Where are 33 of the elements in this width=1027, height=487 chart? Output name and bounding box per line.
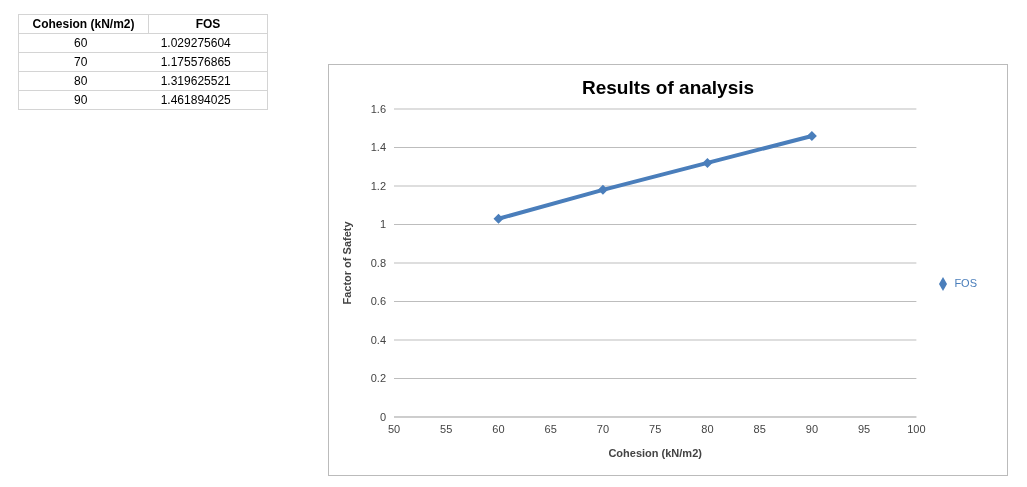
x-tick-label: 80 — [701, 422, 714, 435]
chart-title: Results of analysis — [580, 77, 756, 99]
y-tick-label: 1.6 — [370, 102, 386, 115]
y-axis-title: Factor of Safety — [340, 220, 353, 305]
x-tick-label: 65 — [544, 422, 557, 435]
x-tick-label: 60 — [492, 422, 505, 435]
x-tick-label: 50 — [387, 422, 401, 435]
x-tick-label: 100 — [907, 422, 926, 435]
y-tick-label: 0 — [379, 410, 386, 423]
legend-label: FOS — [954, 276, 977, 289]
text: 90 1.461894025 — [19, 91, 268, 110]
x-tick-label: 90 — [805, 422, 819, 435]
text: FOS — [149, 15, 268, 34]
x-tick-label: 55 — [440, 422, 453, 435]
point — [493, 213, 504, 224]
text: 70 1.175576865 — [19, 53, 268, 72]
point — [597, 184, 608, 195]
y-tick-label: 1.2 — [370, 179, 386, 192]
y-tick-label: 1 — [379, 218, 386, 231]
x-tick-label: 95 — [858, 422, 871, 435]
y-tick-label: 0.8 — [370, 256, 386, 269]
text: 60 1.029275604 — [19, 34, 268, 53]
y-tick-label: 0.2 — [370, 372, 386, 385]
text: Cohesion (kN/m2) — [19, 15, 149, 34]
text: 80 1.319625521 — [19, 72, 268, 91]
point — [702, 157, 713, 168]
y-tick-label: 0.6 — [370, 295, 386, 308]
x-tick-label: 75 — [649, 422, 662, 435]
y-tick-label: 1.4 — [370, 141, 386, 154]
x-tick-label: 85 — [753, 422, 766, 435]
x-tick-label: 70 — [596, 422, 610, 435]
x-axis-title: Cohesion (kN/m2) — [608, 447, 703, 459]
y-tick-label: 0.4 — [370, 333, 386, 346]
